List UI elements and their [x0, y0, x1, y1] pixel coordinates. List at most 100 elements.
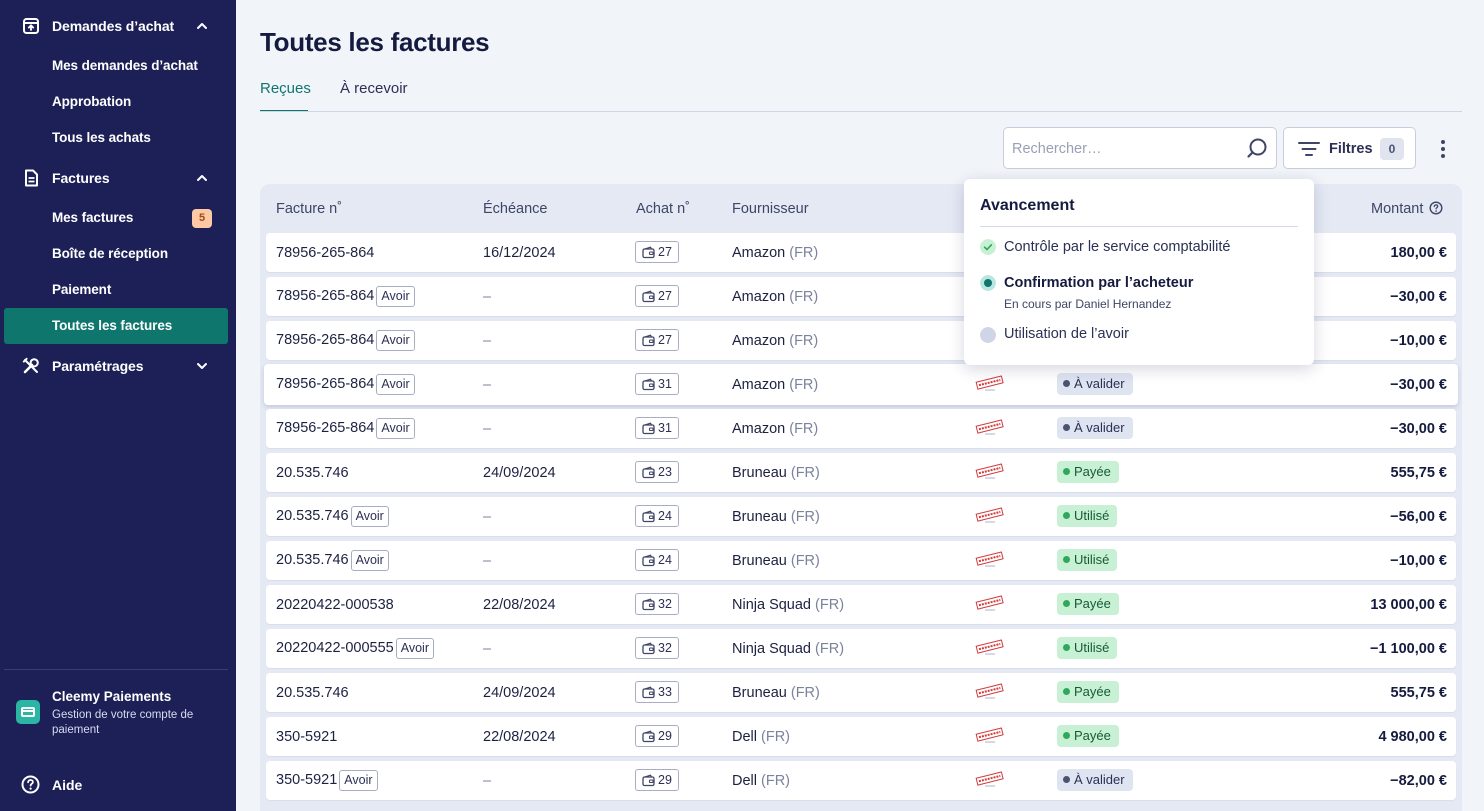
wallet-icon: [642, 378, 655, 391]
purchase-link[interactable]: 27: [635, 329, 679, 351]
sidebar-item-my-requests[interactable]: Mes demandes d’achat: [4, 48, 228, 84]
table-row[interactable]: 20.535.746 Avoir – 24 Bruneau (FR) Utilisé −10…: [266, 541, 1456, 580]
purchase-number: 27: [658, 333, 672, 347]
supplier: Bruneau (FR): [732, 465, 820, 481]
wallet-icon: [642, 334, 655, 347]
amount: 555,75 €: [1390, 465, 1447, 481]
column-header-supplier[interactable]: Fournisseur: [732, 201, 809, 217]
table-row[interactable]: 350-5921 Avoir – 29 Dell (FR) À valider −82,00…: [266, 761, 1456, 800]
wallet-icon: [642, 642, 655, 655]
status-text: Utilisé: [1074, 552, 1110, 567]
wallet-icon: [642, 246, 655, 259]
step-done-check-icon: [980, 239, 996, 255]
supplier-name: Dell: [732, 773, 757, 789]
tools-icon: [22, 357, 39, 374]
invoice-number-text: 78956-265-864: [276, 420, 375, 436]
wallet-icon: [642, 730, 655, 743]
sidebar-item-all-invoices[interactable]: Toutes les factures: [4, 308, 228, 344]
column-header-amount[interactable]: Montant: [1371, 201, 1443, 217]
status-badge[interactable]: Payée: [1057, 725, 1119, 747]
purchase-number: 29: [658, 773, 672, 787]
purchase-link[interactable]: 29: [635, 769, 679, 791]
help-circle-icon[interactable]: [1429, 201, 1443, 215]
nav-group-purchase-requests[interactable]: Demandes d’achat: [0, 8, 236, 44]
amount: 4 980,00 €: [1378, 729, 1447, 745]
avoir-tag: Avoir: [350, 506, 389, 527]
table-row[interactable]: 78956-265-864 Avoir – 31 Amazon (FR) À valide…: [264, 364, 1458, 405]
purchase-number: 24: [658, 553, 672, 567]
due-date: –: [483, 641, 492, 657]
purchase-link[interactable]: 33: [635, 681, 679, 703]
table-row[interactable]: 78956-265-864 Avoir – 31 Amazon (FR) À valide…: [266, 409, 1456, 448]
amount: 13 000,00 €: [1370, 597, 1447, 613]
purchase-link[interactable]: 24: [635, 549, 679, 571]
supplier-country: (FR): [789, 289, 819, 305]
status-badge[interactable]: Payée: [1057, 593, 1119, 615]
specimen-stamp-icon: [975, 375, 1004, 391]
purchase-link[interactable]: 27: [635, 285, 679, 307]
status-badge[interactable]: Payée: [1057, 461, 1119, 483]
column-header-due-date[interactable]: Échéance: [483, 201, 548, 217]
due-date: 16/12/2024: [483, 245, 556, 261]
specimen-stamp-icon: [975, 551, 1004, 567]
help-circle-icon[interactable]: [21, 775, 40, 794]
status-badge[interactable]: Utilisé: [1057, 549, 1118, 571]
supplier: Amazon (FR): [732, 333, 818, 349]
purchase-link[interactable]: 32: [635, 593, 679, 615]
column-header-invoice[interactable]: Facture n˚: [276, 201, 343, 217]
status-badge[interactable]: À valider: [1057, 373, 1133, 395]
status-badge[interactable]: Utilisé: [1057, 505, 1118, 527]
table-row[interactable]: 20.535.746 24/09/2024 23 Bruneau (FR) Payée 5…: [266, 453, 1456, 492]
status-badge[interactable]: À valider: [1057, 769, 1133, 791]
filters-button[interactable]: Filtres 0: [1283, 127, 1416, 169]
column-header-purchase[interactable]: Achat n˚: [636, 201, 690, 217]
payment-account-title[interactable]: Cleemy Paiements: [52, 689, 172, 704]
tab-received[interactable]: Reçues: [260, 80, 311, 112]
status-badge[interactable]: Utilisé: [1057, 637, 1118, 659]
sidebar-item-all-purchases[interactable]: Tous les achats: [4, 120, 228, 156]
supplier: Bruneau (FR): [732, 553, 820, 569]
table-row[interactable]: 20220422-000538 22/08/2024 32 Ninja Squad (…: [266, 585, 1456, 624]
table-row[interactable]: 20.535.746 24/09/2024 33 Bruneau (FR) Payée 5…: [266, 673, 1456, 712]
supplier-name: Ninja Squad: [732, 641, 811, 657]
purchase-link[interactable]: 32: [635, 637, 679, 659]
sidebar-item-label: Toutes les factures: [52, 318, 173, 333]
purchase-link[interactable]: 27: [635, 241, 679, 263]
sidebar-item-inbox[interactable]: Boîte de réception: [4, 236, 228, 272]
purchase-link[interactable]: 24: [635, 505, 679, 527]
table-row[interactable]: 20.535.746 Avoir – 24 Bruneau (FR) Utilisé −56…: [266, 497, 1456, 536]
purchase-link[interactable]: 31: [635, 373, 679, 395]
due-date: –: [483, 333, 492, 349]
step-current-icon: [980, 275, 996, 291]
wallet-icon: [642, 598, 655, 611]
purchase-link[interactable]: 31: [635, 417, 679, 439]
nav-group-invoices[interactable]: Factures: [0, 160, 236, 196]
wallet-icon: [642, 466, 655, 479]
wallet-icon: [642, 686, 655, 699]
column-header-amount-label: Montant: [1371, 201, 1424, 217]
amount: −30,00 €: [1390, 289, 1447, 305]
avoir-tag: Avoir: [376, 418, 415, 439]
tab-to-receive[interactable]: À recevoir: [340, 80, 408, 97]
status-text: À valider: [1074, 772, 1125, 787]
supplier: Amazon (FR): [732, 245, 818, 261]
table-row[interactable]: 20220422-000555 Avoir – 32 Ninja Squad (FR) U…: [266, 629, 1456, 668]
amount: −10,00 €: [1390, 553, 1447, 569]
search-box[interactable]: [1003, 127, 1277, 169]
sidebar-item-payment[interactable]: Paiement: [4, 272, 228, 308]
table-row[interactable]: 350-5921 22/08/2024 29 Dell (FR) Payée 4 980,…: [266, 717, 1456, 756]
filter-icon: [1298, 142, 1320, 156]
payment-card-icon: [16, 700, 40, 724]
status-badge[interactable]: À valider: [1057, 417, 1133, 439]
status-badge[interactable]: Payée: [1057, 681, 1119, 703]
purchase-link[interactable]: 29: [635, 725, 679, 747]
nav-group-settings[interactable]: Paramétrages: [0, 348, 236, 384]
sidebar-item-my-invoices[interactable]: Mes factures 5: [4, 200, 228, 236]
more-options-icon[interactable]: [1430, 136, 1456, 162]
search-input[interactable]: [1012, 138, 1232, 160]
help-link[interactable]: Aide: [52, 777, 83, 793]
search-icon[interactable]: [1246, 137, 1268, 159]
chevron-up-icon: [197, 175, 207, 181]
purchase-link[interactable]: 23: [635, 461, 679, 483]
sidebar-item-approval[interactable]: Approbation: [4, 84, 228, 120]
